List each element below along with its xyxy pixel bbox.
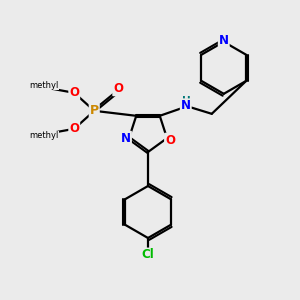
Text: methyl: methyl (30, 131, 59, 140)
Text: N: N (121, 132, 131, 145)
Text: O: O (69, 86, 79, 99)
Text: O: O (113, 82, 123, 95)
Text: Cl: Cl (142, 248, 154, 262)
Text: N: N (219, 34, 229, 47)
Text: O: O (69, 122, 79, 135)
Text: methyl: methyl (30, 81, 59, 90)
Text: N: N (181, 99, 191, 112)
Text: O: O (165, 134, 175, 147)
Text: P: P (90, 104, 99, 117)
Text: H: H (182, 96, 191, 106)
